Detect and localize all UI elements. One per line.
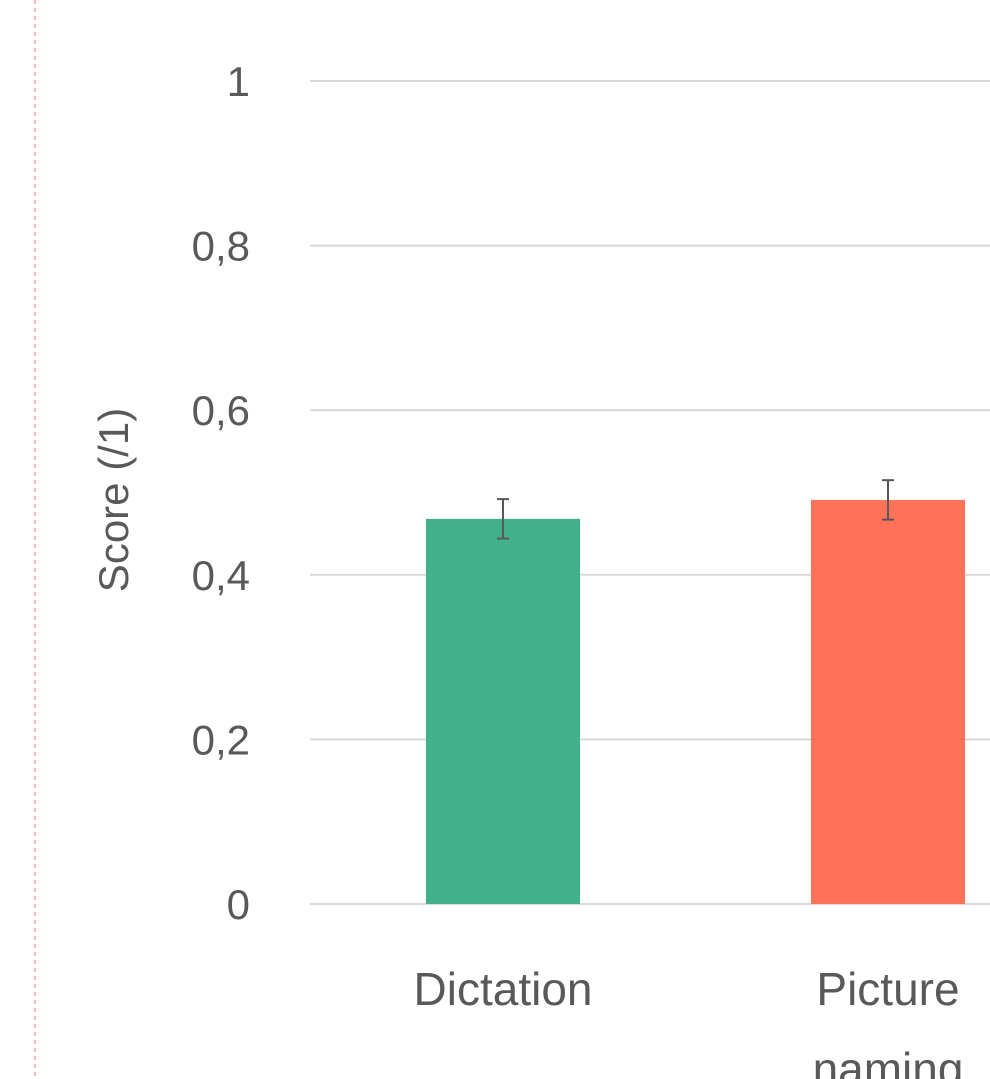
gridlines [310, 80, 990, 905]
bars [426, 499, 965, 904]
y-tick-label: 0,6 [192, 387, 250, 434]
error-bar [497, 498, 509, 540]
y-axis-title: Score (/1) [90, 408, 137, 592]
y-tick-label: 0 [227, 881, 250, 928]
y-tick-label: 0,8 [192, 223, 250, 270]
bar-picture-naming [811, 499, 965, 904]
y-tick-labels: 0 0,2 0,4 0,6 0,8 1 [192, 58, 250, 928]
error-bars [497, 479, 894, 540]
x-category-label: Picture naming [813, 963, 964, 1079]
error-bar [882, 479, 894, 521]
x-category-label-line: Picture [816, 963, 959, 1015]
bar-dictation [426, 518, 580, 904]
y-tick-label: 0,4 [192, 552, 250, 599]
x-category-label-line: naming [813, 1043, 964, 1079]
x-category-label-line: Dictation [414, 963, 593, 1015]
y-tick-label: 1 [227, 58, 250, 105]
x-category-labels: Dictation Picture naming [414, 963, 964, 1079]
y-tick-label: 0,2 [192, 716, 250, 763]
x-category-label: Dictation [414, 963, 593, 1015]
